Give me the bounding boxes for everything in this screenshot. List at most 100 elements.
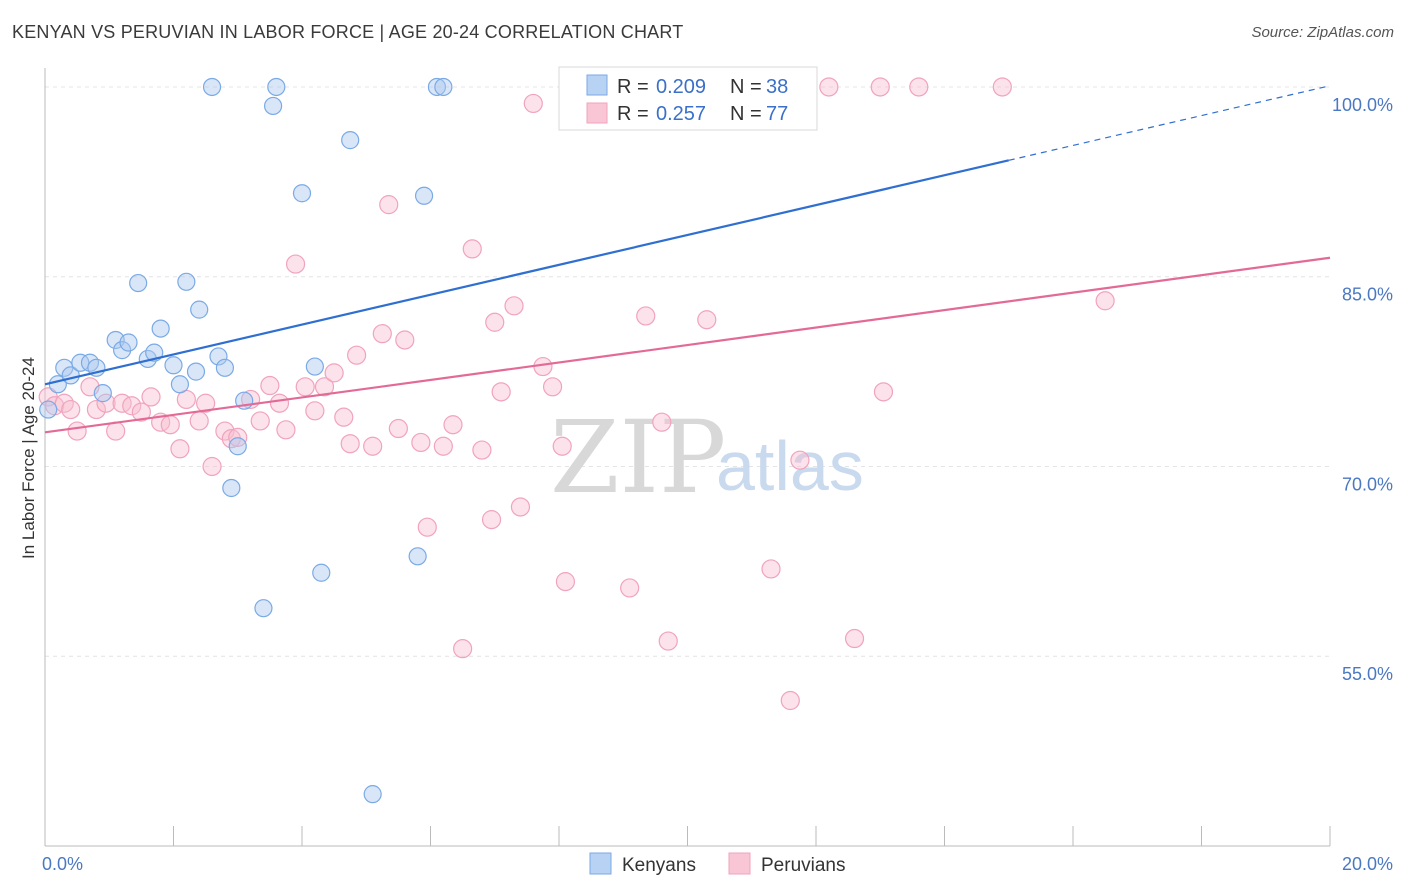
kenyans-swatch — [586, 74, 608, 96]
peruvian-point — [96, 393, 116, 413]
trend-lines — [44, 85, 1331, 434]
kenyan-point — [119, 333, 138, 352]
peruvian-point — [295, 377, 315, 397]
kenyan-point — [202, 77, 222, 97]
legend-peruvians-label: Peruvians — [761, 855, 846, 876]
peruvian-point — [761, 559, 781, 579]
peruvian-point — [472, 440, 492, 460]
kenyan-point — [305, 357, 324, 376]
peruvian-point — [334, 407, 354, 427]
kenyan-point — [164, 356, 183, 375]
kenyans-trend-line — [44, 159, 1009, 386]
kenyan-point — [190, 300, 209, 319]
peruvian-point — [481, 510, 502, 530]
kenyan-point — [228, 437, 247, 456]
kenyan-point — [177, 272, 196, 291]
kenyans-n-value: 38 — [766, 76, 788, 98]
axes — [44, 68, 1331, 847]
peruvian-point — [790, 450, 810, 470]
tick-labels: 55.0% 70.0% 85.0% 100.0% 0.0% 20.0% — [42, 95, 1393, 874]
peruvian-point — [61, 399, 81, 420]
kenyan-point — [112, 341, 132, 360]
peruvian-point — [260, 375, 280, 396]
peruvian-point — [202, 456, 222, 477]
peruvian-point — [697, 310, 717, 330]
peruvian-point — [250, 411, 270, 431]
peruvians-n-label: N = — [730, 103, 762, 125]
peruvian-point — [395, 330, 415, 350]
peruvian-point — [491, 382, 511, 402]
peruvian-point — [873, 382, 894, 402]
kenyans-r-value: 0.209 — [656, 76, 706, 98]
peruvian-point — [160, 415, 180, 435]
peruvian-point — [379, 195, 399, 215]
peruvian-point — [433, 436, 453, 456]
stats-legend: R = 0.209 N = 38 R = 0.257 N = 77 — [558, 66, 818, 131]
legend-kenyans-swatch — [589, 852, 612, 875]
peruvian-point — [411, 432, 431, 453]
kenyan-point — [254, 599, 273, 618]
peruvian-point — [314, 377, 335, 397]
peruvian-point — [844, 628, 865, 649]
peruvian-point — [269, 393, 290, 413]
peruvian-point — [620, 578, 640, 598]
kenyan-point — [427, 77, 447, 97]
peruvians-r-value: 0.257 — [656, 103, 706, 125]
kenyan-point — [151, 319, 170, 338]
legend-peruvians-swatch — [728, 852, 751, 875]
chart-title: KENYAN VS PERUVIAN IN LABOR FORCE | AGE … — [12, 22, 684, 42]
watermark-zip: ZIP — [550, 399, 726, 516]
kenyan-point — [414, 186, 434, 205]
y-tick-label: 100.0% — [1332, 95, 1393, 115]
kenyan-point — [263, 96, 283, 116]
peruvian-point — [324, 363, 344, 383]
kenyan-point — [434, 77, 453, 97]
peruvian-point — [1095, 291, 1115, 311]
peruvian-point — [909, 77, 929, 97]
y-tick-label: 85.0% — [1342, 285, 1393, 305]
peruvian-point — [510, 497, 531, 517]
peruvians-r-label: R = — [617, 103, 649, 125]
peruvian-point — [555, 572, 576, 592]
kenyan-point — [222, 478, 241, 498]
peruvian-point — [340, 434, 360, 454]
peruvian-point — [819, 77, 839, 97]
y-tick-label: 55.0% — [1342, 664, 1393, 684]
kenyans-trend-extension — [1008, 85, 1331, 161]
peruvian-point — [276, 420, 296, 440]
kenyan-point — [93, 384, 112, 403]
peruvian-point — [131, 402, 151, 422]
watermark: ZIP atlas — [550, 399, 864, 516]
kenyan-point — [186, 362, 206, 381]
legend-kenyans-label: Kenyans — [622, 855, 696, 876]
peruvian-point — [67, 421, 87, 441]
peruvian-point — [417, 517, 437, 537]
peruvian-point — [372, 324, 392, 344]
peruvian-point — [347, 345, 367, 365]
source-label: Source: ZipAtlas.com — [1251, 24, 1394, 41]
peruvian-point — [870, 77, 890, 97]
x-tick-label: 20.0% — [1342, 854, 1393, 874]
kenyans-r-label: R = — [617, 76, 649, 98]
peruvian-point — [462, 239, 482, 259]
peruvian-point — [189, 411, 209, 431]
peruvian-point — [780, 690, 800, 711]
peruvian-point — [122, 396, 142, 416]
x-tick-label: 0.0% — [42, 854, 83, 874]
kenyan-point — [267, 77, 286, 97]
kenyan-point — [170, 375, 190, 394]
gridlines — [45, 86, 1330, 657]
peruvians-n-value: 77 — [766, 103, 788, 125]
peruvian-point — [86, 399, 107, 420]
peruvian-point — [658, 631, 678, 651]
peruvian-point — [504, 296, 524, 316]
peruvian-point — [552, 436, 572, 456]
peruvian-point — [363, 436, 383, 456]
kenyan-point — [312, 563, 331, 582]
peruvians-trend-line — [44, 256, 1331, 434]
series-legend: Kenyans Peruvians — [589, 852, 846, 876]
kenyan-point — [39, 400, 58, 419]
kenyan-point — [209, 347, 228, 366]
peruvian-point — [992, 77, 1012, 97]
kenyans-n-label: N = — [730, 76, 762, 98]
